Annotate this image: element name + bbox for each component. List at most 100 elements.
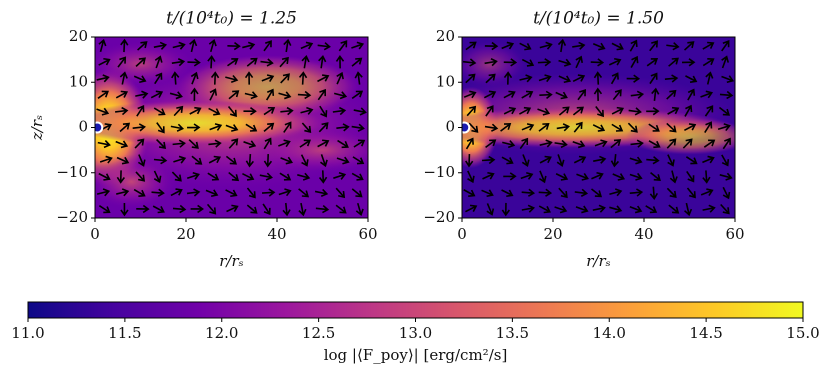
- flow-arrow: [243, 140, 257, 149]
- flow-arrow: [554, 205, 568, 214]
- flow-arrow: [649, 72, 658, 85]
- flow-arrow: [150, 90, 164, 99]
- flow-arrow: [538, 122, 550, 132]
- flow-arrow: [225, 74, 239, 84]
- flow-arrow: [481, 155, 496, 165]
- colorbar-tick-label: 11.0: [11, 324, 44, 342]
- flow-arrow: [97, 139, 111, 149]
- flow-arrow: [630, 139, 644, 148]
- flow-arrow: [611, 106, 625, 115]
- x-tick-label: 40: [634, 225, 653, 243]
- flow-arrow: [537, 58, 552, 67]
- heatmap-region: [95, 100, 323, 146]
- flow-arrow: [592, 124, 606, 132]
- flow-arrow: [687, 88, 696, 101]
- flow-arrow: [152, 205, 165, 214]
- flow-arrow: [648, 123, 660, 132]
- flow-arrow: [703, 139, 716, 148]
- flow-arrow: [351, 123, 365, 132]
- flow-arrow: [501, 189, 514, 198]
- flow-arrow: [207, 54, 216, 69]
- flow-arrow: [555, 91, 568, 100]
- flow-arrow: [465, 73, 476, 84]
- flow-arrow: [283, 38, 292, 53]
- flow-arrow: [208, 139, 222, 148]
- flow-arrow: [299, 139, 312, 148]
- colorbar-tick-label: 11.5: [108, 324, 141, 342]
- flow-arrow: [467, 170, 475, 184]
- flow-arrow: [503, 172, 517, 181]
- flow-arrow: [170, 123, 185, 132]
- flow-arrow: [227, 58, 239, 67]
- flow-arrow: [539, 90, 553, 99]
- flow-arrow: [704, 105, 714, 117]
- flow-arrow: [666, 89, 677, 100]
- flow-arrow: [332, 106, 347, 116]
- y-tick-label: 20: [436, 27, 455, 45]
- flow-arrow: [630, 90, 645, 99]
- flow-arrow: [336, 123, 350, 132]
- flow-arrow: [466, 105, 477, 117]
- flow-arrow: [666, 138, 677, 149]
- flow-arrow: [465, 137, 474, 150]
- x-axis-label: r/rₛ: [586, 252, 610, 270]
- flow-arrow: [117, 56, 127, 68]
- flow-arrow: [700, 90, 714, 99]
- flow-arrow: [646, 107, 660, 116]
- flow-arrow: [484, 41, 499, 51]
- flow-arrow: [319, 154, 328, 168]
- flow-arrow: [335, 204, 347, 214]
- flow-arrow: [99, 155, 113, 164]
- flow-arrow: [719, 172, 733, 181]
- flow-arrow: [669, 170, 678, 184]
- flow-arrow: [259, 172, 273, 181]
- flow-arrow: [485, 139, 497, 149]
- flow-arrow: [335, 187, 346, 199]
- colorbar-tick-label: 14.0: [593, 324, 626, 342]
- flow-arrow: [171, 71, 180, 85]
- flow-arrow: [539, 155, 552, 164]
- flow-arrow: [156, 122, 165, 134]
- flow-arrow: [188, 139, 199, 149]
- flow-arrow: [685, 156, 698, 165]
- flow-arrow: [279, 172, 292, 181]
- flow-arrow: [666, 122, 677, 133]
- flow-arrow: [317, 42, 331, 51]
- flow-arrow: [717, 123, 731, 132]
- colorbar-label: log |⟨F_poy⟩| [erg/cm²/s]: [324, 346, 508, 364]
- flow-arrow: [519, 106, 532, 115]
- flow-arrow: [227, 106, 237, 117]
- flow-arrow: [465, 41, 477, 51]
- flow-arrow: [463, 189, 476, 198]
- flow-arrow: [98, 172, 111, 181]
- flow-arrow: [610, 72, 619, 85]
- flow-arrow: [481, 189, 494, 198]
- x-axis-label: r/rₛ: [219, 252, 243, 270]
- flow-arrow: [115, 106, 129, 116]
- flow-arrow: [353, 139, 366, 148]
- flow-arrow: [483, 90, 497, 99]
- colorbar-tick-label: 15.0: [786, 324, 819, 342]
- flow-arrow: [136, 105, 145, 117]
- flow-arrow: [574, 188, 589, 197]
- flow-arrow: [558, 75, 572, 84]
- y-tick-label: 20: [69, 27, 88, 45]
- flow-arrow: [298, 71, 308, 85]
- flow-arrow: [668, 57, 679, 67]
- flow-arrow: [301, 122, 312, 134]
- flow-arrow: [537, 107, 551, 116]
- flow-arrow: [318, 170, 328, 184]
- flow-arrow: [591, 171, 604, 180]
- flow-arrow: [245, 154, 254, 168]
- flow-arrow: [225, 155, 237, 165]
- flow-arrow: [521, 188, 536, 197]
- flow-arrow: [282, 202, 291, 217]
- flow-arrow: [136, 204, 150, 214]
- flow-arrow: [682, 138, 693, 149]
- flow-arrow: [119, 122, 131, 133]
- colorbar-tick-label: 14.5: [689, 324, 722, 342]
- flow-arrow: [227, 41, 241, 51]
- flow-arrow: [595, 105, 604, 118]
- flow-arrow: [116, 188, 130, 197]
